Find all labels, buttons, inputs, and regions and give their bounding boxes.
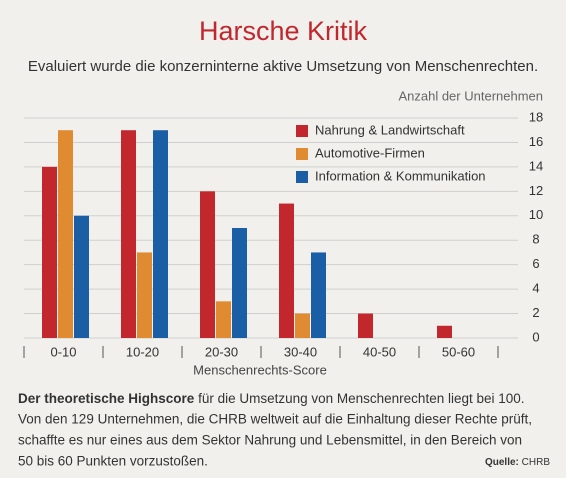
bar — [200, 191, 215, 338]
y-tick-label: 10 — [529, 207, 543, 222]
legend-swatch — [296, 125, 308, 137]
y-tick-label: 16 — [529, 134, 543, 149]
bar — [58, 130, 73, 338]
y-tick-label: 14 — [529, 158, 543, 173]
source-text: CHRB — [522, 457, 551, 468]
legend-swatch — [296, 148, 308, 160]
footnote-bold: Der theoretische Highscore — [18, 391, 195, 406]
bar — [216, 301, 231, 338]
bar — [137, 252, 152, 338]
footnote-text: für die Umsetzung von Menschenrechten li… — [198, 391, 524, 406]
bar — [311, 252, 326, 338]
chart-title: Harsche Kritik — [199, 16, 368, 46]
legend-label: Information & Kommunikation — [315, 168, 486, 183]
y-tick-label: 2 — [532, 305, 539, 320]
bar — [232, 228, 247, 338]
y-tick-label: 18 — [529, 109, 543, 124]
x-tick-label: 10-20 — [126, 344, 159, 359]
footnote-line: 50 bis 60 Punkten vorzustoßen. — [18, 454, 208, 469]
x-axis-label: Menschenrechts-Score — [193, 362, 327, 377]
x-tick-label: 20-30 — [205, 344, 238, 359]
bar — [74, 215, 89, 338]
chart-subtitle: Evaluiert wurde die konzerninterne aktiv… — [28, 58, 538, 75]
y-axis-label: Anzahl der Unternehmen — [398, 88, 543, 103]
bar — [121, 130, 136, 338]
y-tick-label: 4 — [532, 281, 539, 296]
x-tick-label: 0-10 — [50, 344, 76, 359]
bar — [153, 130, 168, 338]
x-tick-label: 40-50 — [363, 344, 396, 359]
footnote-line: Der theoretische Highscore für die Umset… — [18, 391, 525, 406]
legend-label: Automotive-Firmen — [315, 145, 425, 160]
bar — [437, 325, 452, 338]
y-tick-label: 12 — [529, 183, 543, 198]
legend-swatch — [296, 171, 308, 183]
y-tick-label: 0 — [532, 329, 539, 344]
y-tick-label: 6 — [532, 256, 539, 271]
source: Quelle: CHRB — [485, 457, 550, 468]
footnote-line: schaffte es nur eines aus dem Sektor Nah… — [18, 433, 522, 448]
bar — [295, 313, 310, 338]
bar — [279, 203, 294, 338]
bar — [358, 313, 373, 338]
footnote-line: Von den 129 Unternehmen, die CHRB weltwe… — [18, 412, 532, 427]
x-tick-label: 50-60 — [442, 344, 475, 359]
source-label: Quelle: — [485, 457, 519, 468]
x-tick-label: 30-40 — [284, 344, 317, 359]
bar — [42, 166, 57, 338]
y-tick-label: 8 — [532, 232, 539, 247]
legend-label: Nahrung & Landwirtschaft — [315, 122, 465, 137]
